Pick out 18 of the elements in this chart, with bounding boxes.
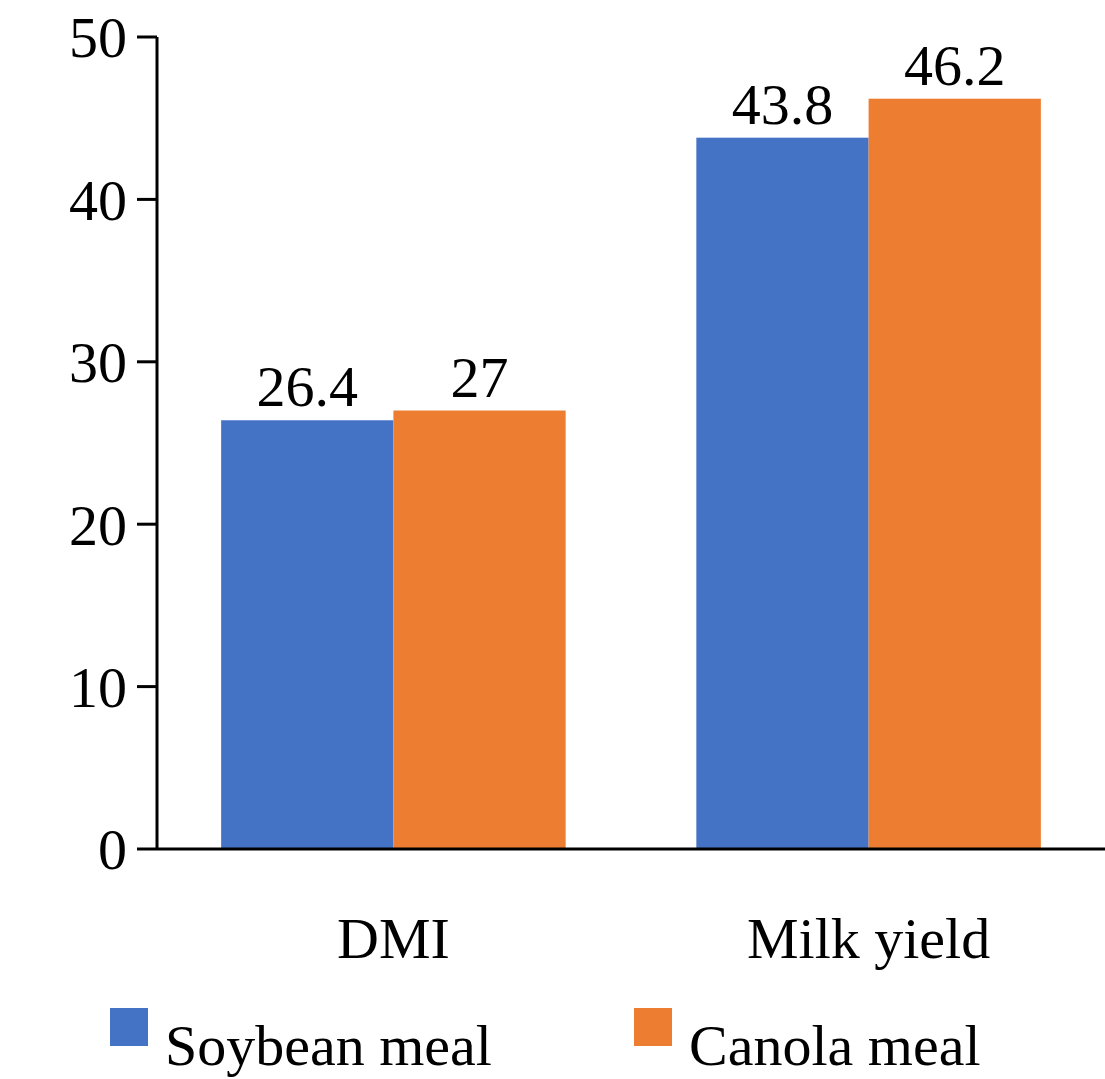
bar: [221, 420, 394, 849]
x-tick-label: DMI: [337, 906, 450, 971]
data-label: 27: [450, 344, 509, 410]
legend-label: Soybean meal: [165, 1013, 492, 1078]
legend-label: Canola meal: [689, 1013, 981, 1078]
y-tick-label: 20: [69, 492, 127, 558]
data-label: 46.2: [903, 32, 1006, 98]
y-tick-label: 0: [98, 817, 127, 883]
bar: [868, 98, 1041, 849]
bar: [393, 410, 566, 849]
data-label: 43.8: [731, 71, 834, 137]
bar: [696, 137, 869, 849]
y-tick-label: 50: [69, 5, 127, 71]
y-tick-label: 40: [69, 167, 127, 233]
data-label: 26.4: [256, 354, 359, 420]
y-tick-label: 10: [69, 654, 127, 720]
y-tick-label: 30: [69, 330, 127, 396]
x-tick-label: Milk yield: [746, 906, 991, 971]
